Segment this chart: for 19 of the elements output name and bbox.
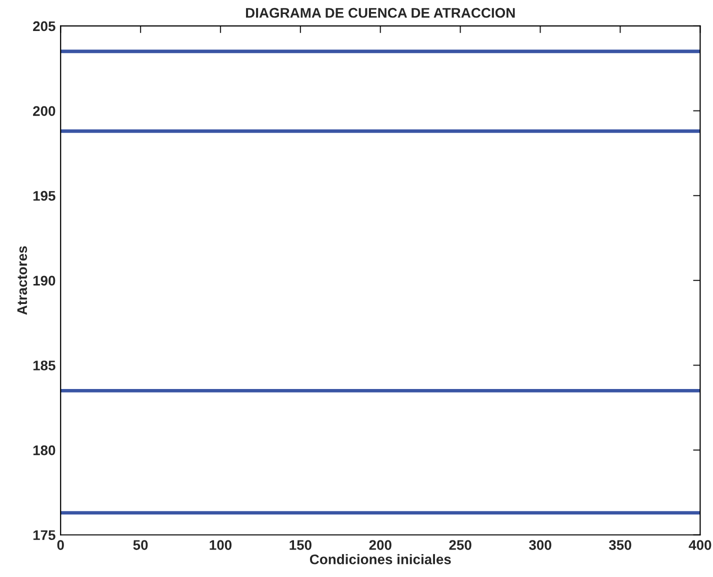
x-tick-label: 0 (57, 540, 64, 550)
x-tick-label: 200 (369, 540, 392, 550)
y-tick-label: 180 (33, 445, 56, 456)
y-tick-label: 185 (33, 360, 56, 370)
y-tick-label: 190 (33, 276, 56, 286)
y-tick-label: 195 (33, 190, 56, 201)
x-tick-label: 100 (210, 540, 232, 550)
y-tick-label: 175 (33, 530, 56, 540)
x-tick-label: 300 (529, 540, 552, 550)
x-axis-title: Condiciones iniciales (310, 554, 451, 564)
x-tick-label: 400 (688, 540, 712, 550)
x-tick-label: 50 (133, 540, 148, 550)
y-tick-label: 205 (33, 21, 56, 32)
x-tick-label: 250 (449, 540, 472, 550)
chart-title: DIAGRAMA DE CUENCA DE ATRACCION (246, 8, 515, 18)
y-tick-label: 200 (33, 106, 56, 116)
x-tick-label: 350 (608, 540, 632, 550)
y-axis-title: Atractores (17, 246, 28, 315)
x-tick-label: 150 (290, 540, 312, 550)
